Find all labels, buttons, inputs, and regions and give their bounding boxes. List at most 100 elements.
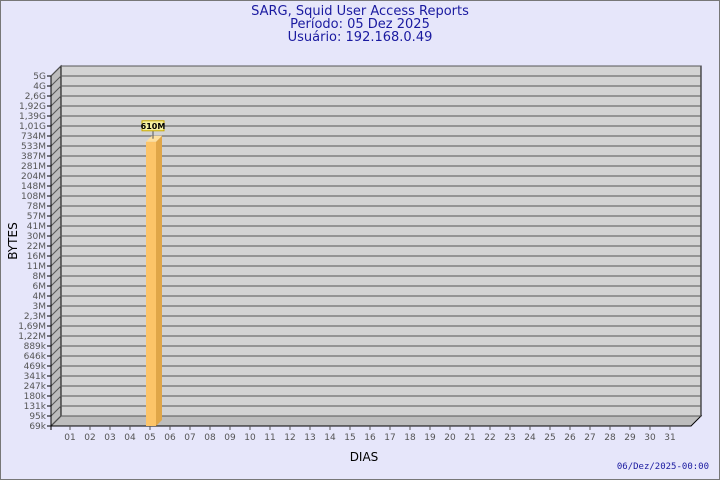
x-tick-label: 30: [644, 433, 656, 443]
x-tick-label: 25: [544, 433, 555, 443]
y-tick-label: 281M: [21, 162, 46, 172]
gridline-side: [50, 365, 62, 377]
x-tick-label: 23: [504, 433, 515, 443]
bar: [146, 141, 156, 427]
x-tick-label: 19: [424, 433, 436, 443]
x-tick-label: 16: [364, 433, 376, 443]
x-axis-label: DIAS: [350, 450, 379, 464]
x-tick-label: 26: [564, 433, 576, 443]
y-tick-label: 2,3M: [24, 312, 46, 322]
gridline-side: [50, 135, 62, 147]
x-tick-label: 15: [344, 433, 355, 443]
bar-top: [146, 135, 162, 142]
y-tick-label: 1,01G: [19, 122, 46, 132]
y-tick-label: 204M: [21, 172, 46, 182]
x-tick-label: 09: [224, 433, 236, 443]
y-tick-label: 5G: [33, 72, 46, 82]
y-tick-label: 387M: [21, 152, 46, 162]
chart-user: Usuário: 192.168.0.49: [287, 30, 433, 45]
y-tick-label: 247k: [24, 382, 47, 392]
gridline-side: [50, 155, 62, 167]
x-tick-label: 12: [284, 433, 295, 443]
x-tick-label: 05: [144, 433, 155, 443]
gridline-side: [50, 215, 62, 227]
y-tick-label: 131k: [24, 402, 47, 412]
gridline-side: [50, 195, 62, 207]
y-tick-label: 1,69M: [18, 322, 46, 332]
y-tick-label: 734M: [21, 132, 46, 142]
gridline-side: [50, 305, 62, 317]
y-tick-label: 1,92G: [19, 102, 46, 112]
gridline-side: [50, 375, 62, 387]
y-tick-label: 57M: [27, 212, 46, 222]
gridline-side: [50, 105, 62, 117]
gridline-side: [50, 115, 62, 127]
x-tick-label: 03: [104, 433, 115, 443]
y-tick-label: 469k: [24, 362, 47, 372]
y-tick-label: 108M: [21, 192, 46, 202]
y-tick-label: 341k: [24, 372, 47, 382]
y-tick-label: 1,39G: [19, 112, 46, 122]
x-tick-label: 17: [384, 433, 395, 443]
y-tick-label: 2,6G: [25, 92, 46, 102]
x-tick-label: 04: [124, 433, 136, 443]
gridline-side: [50, 255, 62, 267]
y-tick-label: 646k: [24, 352, 47, 362]
gridline-side: [50, 405, 62, 417]
gridline-side: [50, 275, 62, 287]
x-tick-label: 21: [464, 433, 475, 443]
gridline-side: [50, 385, 62, 397]
gridline-side: [50, 165, 62, 177]
y-tick-label: 148M: [21, 182, 46, 192]
y-tick-label: 4G: [33, 82, 46, 92]
x-tick-label: 01: [64, 433, 75, 443]
chart-period: Período: 05 Dez 2025: [290, 17, 430, 32]
data-label-box: [141, 120, 165, 132]
y-tick-label: 3M: [33, 302, 47, 312]
y-tick-label: 6M: [33, 282, 47, 292]
gridline-side: [50, 295, 62, 307]
y-tick-label: 22M: [27, 242, 46, 252]
back-wall: [60, 65, 702, 417]
gridline-side: [50, 245, 62, 257]
y-tick-label: 889k: [24, 342, 47, 352]
data-label: 610M: [141, 122, 166, 131]
x-tick-label: 29: [624, 433, 636, 443]
y-tick-label: 78M: [27, 202, 46, 212]
y-tick-label: 4M: [33, 292, 47, 302]
y-tick-label: 1,22M: [18, 332, 46, 342]
x-tick-label: 02: [84, 433, 95, 443]
gridline-side: [50, 325, 62, 337]
gridline-side: [50, 145, 62, 157]
x-tick-label: 20: [444, 433, 456, 443]
gridline-side: [50, 225, 62, 237]
gridline-side: [50, 75, 62, 87]
y-tick-label: 8M: [33, 272, 47, 282]
y-tick-label: 41M: [27, 222, 46, 232]
gridline-side: [50, 85, 62, 97]
y-tick-label: 95k: [29, 412, 46, 422]
gridline-side: [50, 355, 62, 367]
x-tick-label: 10: [244, 433, 256, 443]
footer-timestamp: 06/Dez/2025-00:00: [616, 462, 709, 472]
gridline-side: [50, 185, 62, 197]
gridline-side: [50, 235, 62, 247]
y-tick-label: 30M: [27, 232, 46, 242]
bar-side: [156, 135, 162, 427]
x-tick-label: 28: [604, 433, 616, 443]
x-tick-label: 11: [264, 433, 275, 443]
x-tick-label: 22: [484, 433, 495, 443]
x-tick-label: 18: [404, 433, 416, 443]
gridline-side: [50, 95, 62, 107]
y-tick-label: 533M: [21, 142, 46, 152]
gridline-side: [50, 175, 62, 187]
y-tick-label: 16M: [27, 252, 46, 262]
x-tick-label: 24: [524, 433, 536, 443]
gridline-side: [50, 335, 62, 347]
y-tick-label: 180k: [24, 392, 47, 402]
x-tick-label: 07: [184, 433, 195, 443]
side-wall: [50, 64, 62, 428]
x-tick-label: 31: [664, 433, 675, 443]
